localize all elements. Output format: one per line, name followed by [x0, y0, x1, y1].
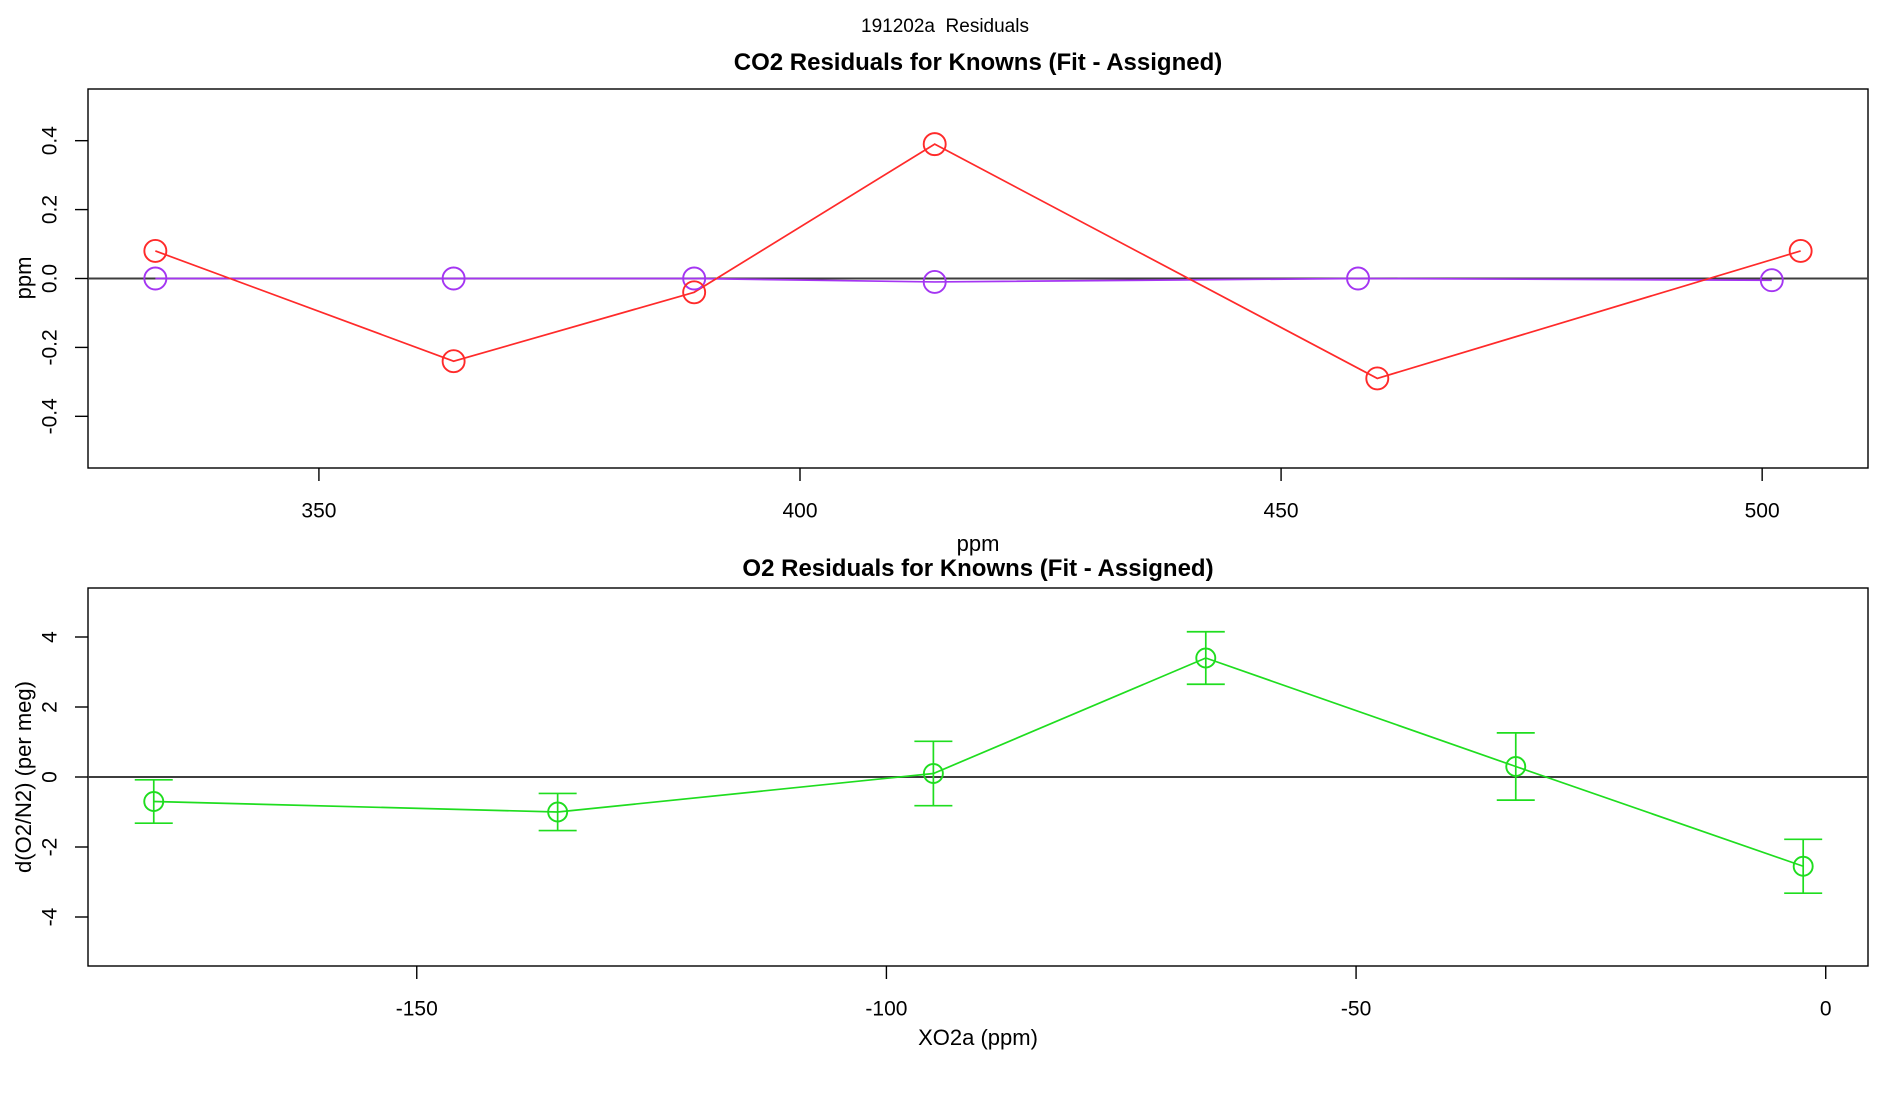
co2-residual-knowns-red-marker — [1365, 366, 1390, 391]
o2-residual-knowns-green-marker — [1505, 756, 1527, 777]
co2-y-tick-label: 0.2 — [39, 195, 62, 224]
o2-x-tick-label: 0 — [1820, 998, 1832, 1021]
co2-plot-title: CO2 Residuals for Knowns (Fit - Assigned… — [733, 49, 1223, 76]
o2-y-tick-label: -2 — [39, 838, 62, 857]
co2-residual-fit-purple-line — [155, 277, 1772, 283]
co2-xaxis-label: ppm — [956, 531, 1000, 556]
o2-residual-knowns-green-marker — [143, 791, 165, 812]
o2-residual-knowns-green-marker — [1195, 647, 1217, 669]
o2-y-tick-label: -4 — [39, 907, 62, 926]
co2-residual-knowns-red-marker — [682, 280, 707, 305]
co2-residual-fit-purple-marker — [1759, 268, 1784, 293]
co2-residual-fit-purple-marker — [922, 269, 947, 294]
co2-y-tick-label: -0.4 — [39, 398, 62, 435]
co2-x-tick-label: 400 — [782, 500, 817, 523]
co2-yaxis-label: ppm — [11, 256, 36, 300]
co2-residual-knowns-red-line — [155, 143, 1801, 380]
o2-xaxis-label: XO2a (ppm) — [918, 1025, 1038, 1050]
o2-yaxis-label: d(O2/N2) (per meg) — [11, 681, 36, 873]
co2-residual-knowns-red-marker — [1788, 238, 1813, 263]
o2-y-tick-label: 0 — [39, 771, 62, 783]
o2-residual-knowns-green-marker — [1792, 855, 1814, 877]
o2-x-tick-label: -50 — [1341, 998, 1371, 1021]
main-title: 191202a Residuals — [861, 16, 1029, 37]
co2-y-tick-label: 0.4 — [39, 126, 62, 156]
co2-residual-fit-purple-marker — [441, 266, 466, 291]
o2-residual-knowns-green-marker — [547, 801, 569, 823]
co2-residual-fit-purple-marker — [1346, 266, 1371, 291]
o2-x-tick-label: -100 — [865, 998, 907, 1021]
o2-x-tick-label: -150 — [396, 998, 438, 1021]
o2-plot-title: O2 Residuals for Knowns (Fit - Assigned) — [742, 555, 1214, 582]
co2-residual-fit-purple-marker — [143, 266, 168, 291]
co2-y-tick-label: 0.0 — [39, 264, 62, 293]
co2-y-tick-label: -0.2 — [39, 329, 62, 365]
co2-x-tick-label: 450 — [1264, 500, 1299, 523]
o2-residual-knowns-green-marker — [922, 763, 944, 784]
co2-x-tick-label: 500 — [1745, 500, 1780, 523]
co2-residual-fit-purple-marker — [682, 266, 707, 291]
co2-residual-knowns-red-marker — [441, 349, 466, 374]
co2-residual-knowns-red-marker — [922, 132, 947, 157]
o2-y-tick-label: 4 — [39, 631, 62, 643]
o2-residual-knowns-green-line — [153, 657, 1804, 868]
o2-y-tick-label: 2 — [39, 701, 62, 713]
co2-x-tick-label: 350 — [301, 500, 336, 523]
co2-residual-knowns-red-marker — [143, 238, 168, 263]
